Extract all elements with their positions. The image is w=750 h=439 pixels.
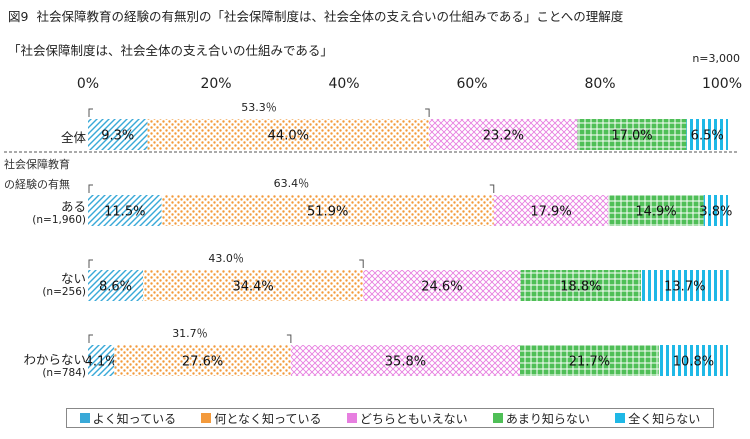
bar-segment-r0-s0 — [88, 119, 148, 150]
x-tick-80: 80% — [584, 76, 616, 92]
legend-item-4: あまり知らない — [492, 410, 590, 427]
bar-segment-r1-s4 — [703, 195, 728, 226]
x-tick-100: 100% — [701, 76, 743, 92]
figure-number: 図9 — [8, 9, 29, 24]
data-label-r2-s3: 18.8% — [560, 280, 601, 295]
legend-item-1: よく知っている — [79, 410, 177, 427]
legend-label-4: あまり知らない — [505, 411, 590, 426]
data-label-r0-s2: 23.2% — [483, 129, 524, 144]
data-label-r2-s4: 13.7% — [664, 280, 705, 295]
row-label-yes: ある — [60, 199, 86, 214]
data-label-r1-s1: 51.9% — [307, 205, 348, 220]
data-label-r3-s3: 21.7% — [569, 355, 610, 370]
row-n-yes: (n=1,960) — [32, 214, 86, 226]
bar-segment-r0-s2 — [429, 119, 578, 150]
bracket-label-r1: 63.4％ — [274, 177, 310, 190]
legend-item-2: 何となく知っている — [201, 410, 321, 427]
x-tick-20: 20% — [200, 76, 232, 92]
x-tick-0: 0% — [76, 76, 100, 92]
bar-segment-r3-s3 — [520, 345, 659, 376]
data-label-r3-s4: 10.8% — [673, 355, 714, 370]
row-label-unknown: わからない — [23, 352, 86, 367]
data-label-r1-s4: 3.8% — [699, 205, 732, 220]
data-label-r2-s1: 34.4% — [232, 280, 273, 295]
bracket-label-r3: 31.7％ — [172, 327, 208, 340]
data-label-r1-s0: 11.5% — [104, 205, 145, 220]
row-label-no: ない — [60, 271, 86, 286]
bar-segment-r3-s0 — [88, 345, 115, 376]
data-label-r3-s2: 35.8% — [385, 355, 426, 370]
sample-size: n=3,000 — [692, 52, 740, 65]
bar-segment-r1-s1 — [161, 195, 494, 226]
data-label-r0-s0: 9.3% — [101, 129, 134, 144]
bar-segment-r1-s3 — [608, 195, 704, 226]
figure-title-text: 社会保障教育の経験の有無別の「社会保障制度は、社会全体の支え合いの仕組みである」… — [36, 9, 624, 24]
bar-segment-r0-s3 — [577, 119, 687, 150]
legend-label-5: 全く知らない — [628, 411, 701, 426]
data-label-r1-s3: 14.9% — [635, 205, 676, 220]
bracket-r2 — [88, 259, 364, 268]
legend-item-3: どちらともいえない — [346, 410, 468, 427]
bar-segment-r2-s1 — [143, 270, 364, 301]
bar-segment-r0-s1 — [147, 119, 430, 150]
data-label-r0-s3: 17.0% — [611, 129, 652, 144]
data-label-r2-s2: 24.6% — [421, 280, 462, 295]
chart-subtitle: 「社会保障制度は、社会全体の支え合いの仕組みである」 — [8, 43, 333, 58]
group-label-line2: の経験の有無 — [4, 178, 70, 191]
x-tick-60: 60% — [456, 76, 488, 92]
bar-segment-r2-s2 — [363, 270, 521, 301]
bracket-r0 — [88, 108, 430, 117]
x-tick-40: 40% — [328, 76, 360, 92]
legend-swatch-1 — [79, 413, 90, 423]
group-label-line1: 社会保障教育 — [4, 158, 70, 171]
bar-segment-r3-s2 — [290, 345, 520, 376]
data-label-r2-s0: 8.6% — [99, 280, 132, 295]
data-label-r0-s4: 6.5% — [691, 129, 724, 144]
legend-swatch-5 — [615, 413, 626, 423]
bracket-r1 — [88, 184, 495, 193]
bar-segment-r0-s4 — [686, 119, 728, 150]
chart-legend: よく知っている 何となく知っている どちらともいえない あまり知らない 全く知ら… — [66, 408, 714, 428]
bracket-r3 — [88, 334, 292, 343]
bar-segment-r2-s4 — [640, 270, 729, 301]
legend-label-2: 何となく知っている — [214, 411, 322, 426]
data-label-r3-s1: 27.6% — [182, 355, 223, 370]
data-label-r1-s2: 17.9% — [530, 205, 571, 220]
legend-swatch-4 — [492, 413, 503, 423]
row-label-all: 全体 — [60, 130, 86, 145]
bracket-label-r2: 43.0％ — [208, 252, 244, 265]
legend-label-3: どちらともいえない — [359, 411, 468, 426]
data-label-r3-s0: 4.1% — [85, 355, 118, 370]
row-n-no: (n=256) — [42, 286, 86, 298]
figure-title: 図9 社会保障教育の経験の有無別の「社会保障制度は、社会全体の支え合いの仕組みであ… — [8, 6, 623, 25]
bar-segment-r2-s0 — [88, 270, 144, 301]
legend-item-5: 全く知らない — [615, 410, 700, 427]
bracket-label-r0: 53.3％ — [241, 101, 277, 114]
legend-swatch-3 — [346, 413, 357, 423]
bar-segment-r1-s0 — [88, 195, 162, 226]
row-n-unknown: (n=784) — [42, 367, 86, 379]
legend-swatch-2 — [201, 413, 212, 423]
bar-segment-r3-s1 — [114, 345, 291, 376]
bar-segment-r1-s2 — [493, 195, 609, 226]
legend-label-1: よく知っている — [92, 411, 177, 426]
bar-segment-r3-s4 — [658, 345, 728, 376]
data-label-r0-s1: 44.0% — [268, 129, 309, 144]
bar-segment-r2-s3 — [520, 270, 641, 301]
